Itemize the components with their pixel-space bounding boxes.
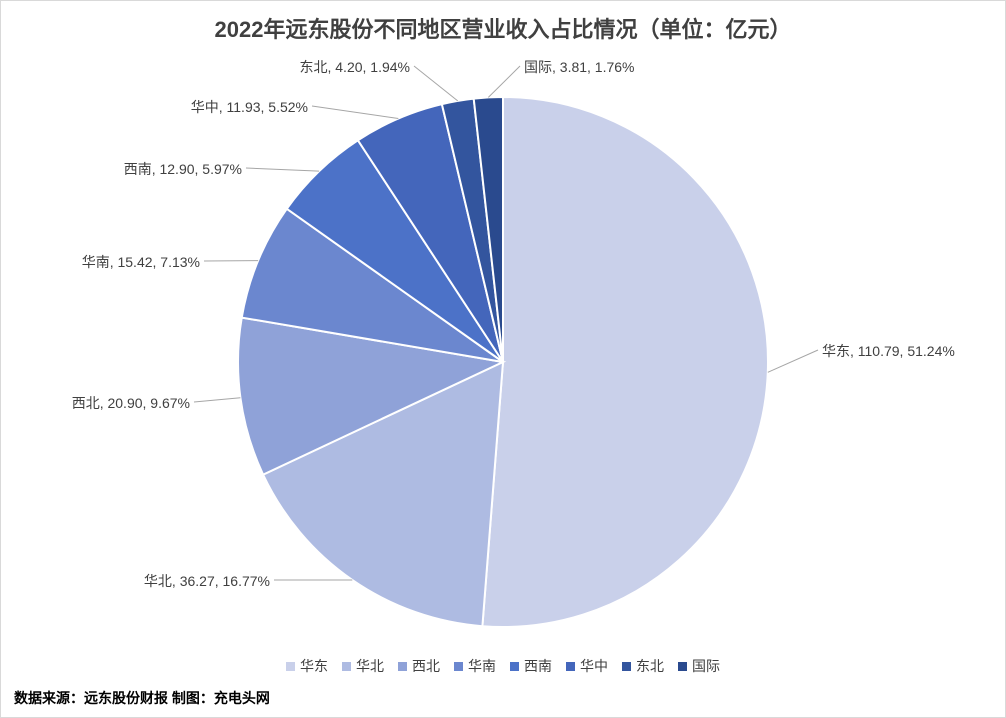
legend-label: 东北 — [636, 658, 664, 674]
legend: 华东 华北 西北 华南 西南 华中 东北 国际 — [0, 656, 1006, 676]
data-label-西南: 西南, 12.90, 5.97% — [124, 161, 242, 177]
legend-item-西北: 西北 — [398, 656, 440, 676]
data-label-东北: 东北, 4.20, 1.94% — [299, 59, 410, 75]
data-label-国际: 国际, 3.81, 1.76% — [524, 59, 635, 75]
leader-line-西北 — [193, 397, 241, 403]
leader-line-东北 — [413, 65, 459, 102]
legend-swatch — [342, 661, 351, 671]
leader-line-华东 — [767, 349, 819, 373]
legend-item-华北: 华北 — [342, 656, 384, 676]
pie-slice-华南 — [240, 207, 504, 363]
data-label-华南: 华南, 15.42, 7.13% — [82, 254, 200, 270]
legend-swatch — [286, 661, 295, 671]
legend-label: 西南 — [524, 658, 552, 674]
pie-slices — [237, 95, 769, 628]
pie-slice-华北 — [261, 360, 505, 628]
legend-item-华南: 华南 — [454, 656, 496, 676]
legend-item-华东: 华东 — [286, 656, 328, 676]
leader-lines — [193, 65, 819, 581]
legend-swatch — [398, 661, 407, 671]
pie-slice-国际 — [472, 95, 504, 363]
legend-swatch — [566, 661, 575, 671]
legend-item-华中: 华中 — [566, 656, 608, 676]
legend-label: 华南 — [468, 658, 496, 674]
legend-label: 华东 — [300, 658, 328, 674]
leader-line-西南 — [245, 167, 320, 172]
legend-swatch — [622, 661, 631, 671]
legend-swatch — [454, 661, 463, 671]
legend-swatch — [510, 661, 519, 671]
legend-label: 国际 — [692, 658, 720, 674]
source-footer: 数据来源：远东股份财报 制图：充电头网 — [14, 690, 270, 706]
leader-line-国际 — [487, 65, 521, 98]
data-labels: 华东, 110.79, 51.24% 华北, 36.27, 16.77% 西北, 2… — [72, 59, 955, 589]
data-label-华中: 华中, 11.93, 5.52% — [191, 99, 308, 115]
leader-line-华中 — [311, 105, 399, 120]
legend-swatch — [678, 661, 687, 671]
legend-label: 华中 — [580, 658, 608, 674]
legend-item-东北: 东北 — [622, 656, 664, 676]
data-label-华东: 华东, 110.79, 51.24% — [822, 343, 955, 359]
pie-slice-华东 — [481, 95, 769, 628]
pie-slice-西北 — [237, 316, 507, 476]
data-label-华北: 华北, 36.27, 16.77% — [144, 573, 270, 589]
legend-label: 华北 — [356, 658, 384, 674]
data-label-西北: 西北, 20.90, 9.67% — [72, 395, 190, 411]
chart-title: 2022年远东股份不同地区营业收入占比情况（单位：亿元） — [214, 17, 792, 42]
legend-label: 西北 — [412, 658, 440, 674]
legend-item-国际: 国际 — [678, 656, 720, 676]
legend-item-西南: 西南 — [510, 656, 552, 676]
